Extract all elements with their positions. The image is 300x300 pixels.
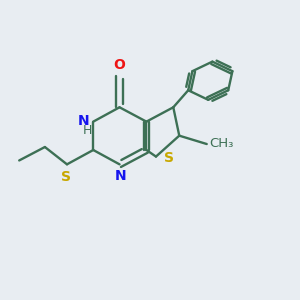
Text: S: S — [164, 152, 174, 165]
Text: H: H — [82, 124, 92, 137]
Text: S: S — [61, 170, 71, 184]
Text: N: N — [114, 169, 126, 183]
Text: O: O — [114, 58, 125, 72]
Text: CH₃: CH₃ — [210, 137, 234, 150]
Text: N: N — [78, 114, 90, 128]
